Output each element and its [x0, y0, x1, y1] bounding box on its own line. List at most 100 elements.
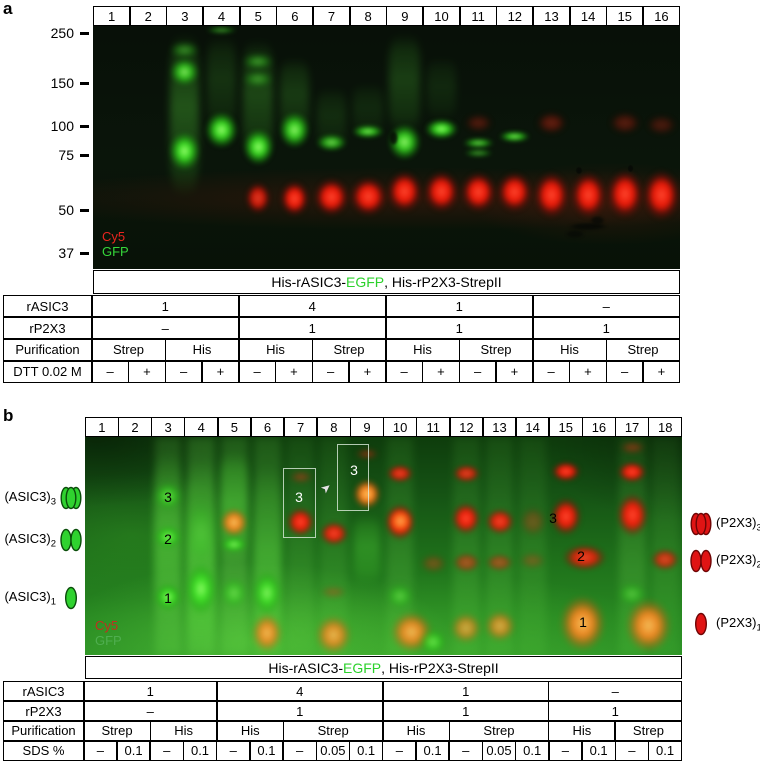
- orange-band: [220, 508, 249, 537]
- green-band: [419, 629, 448, 655]
- red-band: [561, 544, 607, 571]
- condition-cell: –: [383, 741, 416, 760]
- green-band: [315, 134, 348, 151]
- condition-cell: 0.1: [250, 741, 283, 760]
- row-label: Purification: [4, 721, 83, 741]
- red-band: [550, 497, 582, 536]
- red-band: [318, 521, 349, 546]
- condition-cell: +: [643, 361, 679, 382]
- condition-cell: 0.1: [649, 741, 681, 760]
- red-band: [550, 461, 581, 482]
- condition-cell: +: [202, 361, 238, 382]
- condition-cell: His: [533, 339, 606, 361]
- green-band: [153, 525, 182, 549]
- red-band: [460, 172, 496, 212]
- red-band: [497, 172, 533, 212]
- red-band: [606, 170, 644, 218]
- condition-cell: –: [92, 317, 238, 339]
- condition-cell: –: [166, 361, 202, 382]
- lane-number: 11: [417, 418, 450, 436]
- gel-artifact: [564, 229, 587, 239]
- lane-streak: [519, 437, 546, 655]
- panel-b-lane-header: 1 2 3 4 5 6 7 8 9 10 11 12 13 14 15 16 17 18: [85, 417, 682, 437]
- table-row: rP2X3–1 1 1: [4, 701, 681, 721]
- lane-number: 12: [497, 7, 533, 25]
- green-band: [220, 577, 249, 609]
- red-band: [280, 181, 310, 216]
- condition-cell: +: [129, 361, 165, 382]
- condition-cell: 0.1: [582, 741, 615, 760]
- red-band: [451, 502, 482, 535]
- condition-cell: Strep: [615, 721, 681, 741]
- condition-cell: 1: [383, 701, 548, 721]
- green-band: [279, 112, 311, 148]
- p2x3-trimer-icon: [689, 511, 713, 537]
- lane-number: 4: [185, 418, 218, 436]
- oligomer-label: (ASIC3)3: [4, 488, 56, 508]
- mw-marker-tick: [80, 125, 89, 128]
- condition-cell: His: [549, 721, 615, 741]
- lane-number: 13: [533, 7, 570, 25]
- condition-cell: –: [533, 361, 569, 382]
- condition-cell: –: [460, 361, 496, 382]
- red-band: [484, 508, 515, 535]
- condition-cell: –: [150, 741, 183, 760]
- green-smear: [426, 58, 457, 120]
- condition-cell: +: [349, 361, 385, 382]
- orange-band: [316, 616, 352, 654]
- red-band: [244, 182, 272, 214]
- mw-marker-label: 250: [50, 25, 74, 41]
- condition-cell: –: [449, 741, 482, 760]
- mw-marker-label: 50: [58, 202, 74, 218]
- red-band: [419, 554, 447, 573]
- construct-pre: His-rASIC3-: [268, 659, 344, 676]
- table-row: Purification Strep His His Strep His Strep His S…: [4, 339, 679, 361]
- condition-cell: His: [151, 721, 217, 741]
- green-band: [242, 129, 274, 165]
- oligomer-label: (ASIC3)1: [4, 588, 56, 608]
- condition-cell: 1: [386, 317, 532, 339]
- green-band: [463, 149, 493, 157]
- condition-cell: –: [549, 682, 681, 701]
- table-row: SDS % –0.1–0.1–0.1–0.05 0.1–0.1–0.05 0.1–0.…: [4, 741, 681, 760]
- red-band: [618, 441, 646, 454]
- panel-b-cy5-label: Cy5: [95, 618, 119, 633]
- red-band: [615, 493, 649, 537]
- condition-cell: 0.1: [416, 741, 449, 760]
- lane-number: 18: [649, 418, 682, 436]
- red-band: [617, 461, 648, 483]
- panel-b-construct-header: His-rASIC3- EGFP, His-rP2X3-StrepII: [85, 656, 682, 679]
- construct-pre: His-rASIC3-: [271, 274, 347, 290]
- panel-b-gfp-label: GFP: [95, 633, 122, 648]
- row-label: rASIC3: [4, 682, 83, 701]
- mw-marker-tick: [80, 32, 89, 35]
- lane-number: 1: [94, 7, 130, 25]
- green-band: [169, 132, 201, 170]
- condition-cell: 0.05: [483, 741, 515, 760]
- mw-marker-tick: [80, 82, 89, 85]
- panel-a-lane-header: 1 2 3 4 5 6 7 8 9 10 11 12 13 14 15 16: [93, 6, 680, 26]
- red-band: [536, 112, 568, 134]
- table-row: rP2X3–1 1 1: [4, 317, 679, 339]
- green-band: [243, 54, 273, 69]
- green-band: [252, 571, 283, 615]
- green-band: [243, 71, 273, 87]
- condition-cell: –: [84, 741, 117, 760]
- condition-cell: 0.1: [516, 741, 549, 760]
- oligomer-label: (P2X3)1: [716, 614, 760, 634]
- oligomer-number-annotation: 2: [164, 531, 172, 547]
- lane-number: 2: [119, 418, 151, 436]
- lane-number: 12: [450, 418, 483, 436]
- condition-cell: Strep: [460, 339, 532, 361]
- condition-cell: 1: [386, 296, 532, 317]
- construct-egfp: EGFP: [343, 659, 382, 676]
- panel-b-condition-table: rASIC3 1 4 1– rP2X3–1 1 1 Purification Strep His H…: [3, 681, 682, 761]
- red-band: [609, 112, 641, 134]
- gel-artifact: [388, 129, 400, 147]
- lane-number: 8: [350, 7, 386, 25]
- condition-cell: Strep: [313, 339, 385, 361]
- lane-number: 15: [549, 418, 582, 436]
- condition-cell: His: [239, 339, 312, 361]
- lane-number: 11: [460, 7, 496, 25]
- oligomer-label: (P2X3)2: [716, 551, 760, 571]
